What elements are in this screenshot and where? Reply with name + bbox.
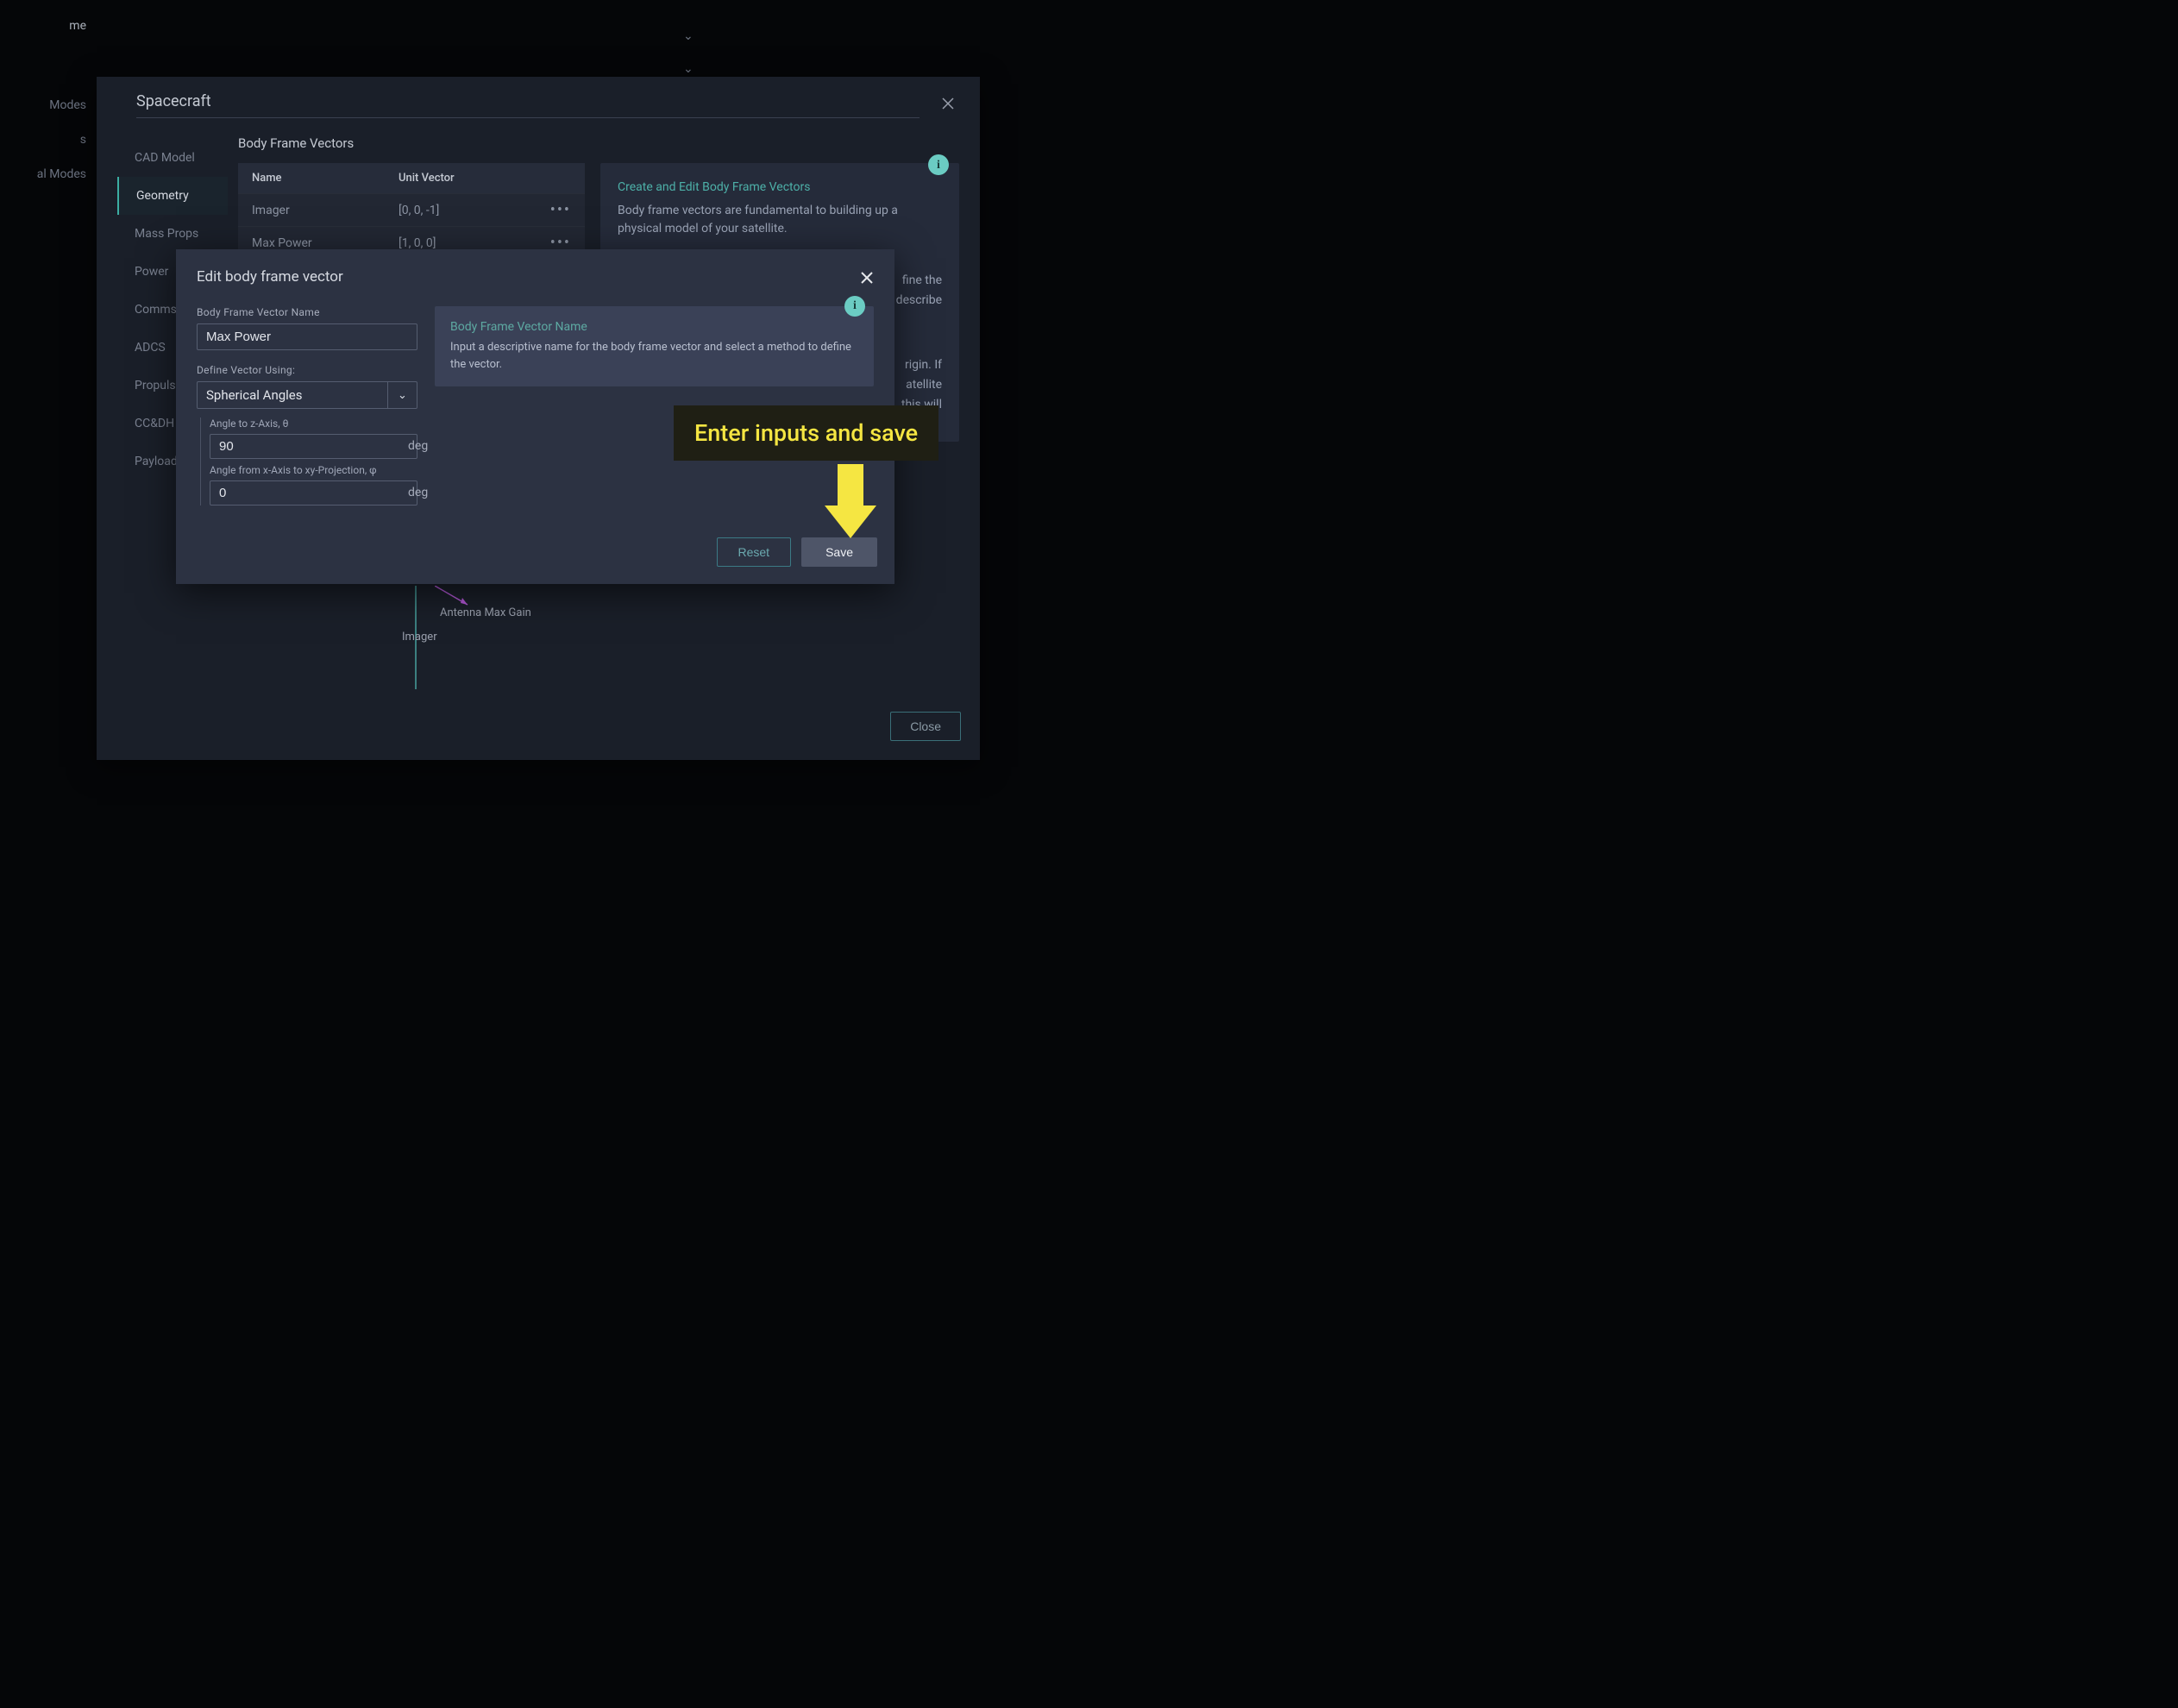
chevron-down-icon: ⌄ <box>387 382 417 408</box>
annotation-callout: Enter inputs and save <box>674 405 938 461</box>
define-select[interactable]: Spherical Angles ⌄ <box>197 381 417 409</box>
bg-nav-item[interactable]: Modes <box>0 88 95 122</box>
chevron-down-icon[interactable]: ⌄ <box>683 29 694 43</box>
name-input[interactable] <box>197 323 417 350</box>
phi-label: Angle from x-Axis to xy-Projection, φ <box>210 464 417 476</box>
close-icon[interactable] <box>937 95 959 116</box>
modal-header: Spacecraft <box>97 77 980 127</box>
col-vector: Unit Vector <box>399 172 571 185</box>
modal-title: Spacecraft <box>136 92 920 118</box>
sidebar-item-geometry[interactable]: Geometry <box>117 177 228 215</box>
theta-input[interactable] <box>210 435 399 458</box>
bg-nav-item[interactable]: al Modes <box>0 157 95 192</box>
bg-nav-item[interactable]: me <box>0 0 95 43</box>
sidebar-item-mass[interactable]: Mass Props <box>117 215 228 253</box>
reset-button[interactable]: Reset <box>717 537 792 567</box>
close-button[interactable]: Close <box>890 712 961 741</box>
antenna-label: Antenna Max Gain <box>440 606 531 619</box>
info-icon[interactable]: i <box>844 296 865 317</box>
define-label: Define Vector Using: <box>197 364 417 376</box>
cell-vector: [1, 0, 0] <box>399 236 550 250</box>
unit-label: deg <box>399 481 436 505</box>
info-icon[interactable]: i <box>928 154 949 175</box>
name-label: Body Frame Vector Name <box>197 306 417 318</box>
row-menu-icon[interactable]: ••• <box>550 201 571 219</box>
chevron-down-icon[interactable]: ⌄ <box>683 62 694 76</box>
select-value: Spherical Angles <box>198 382 387 408</box>
table-row[interactable]: Imager [0, 0, -1] ••• <box>238 193 585 226</box>
cell-vector: [0, 0, -1] <box>399 204 550 217</box>
phi-input[interactable] <box>210 481 399 505</box>
bg-nav-item[interactable]: s <box>0 122 95 157</box>
col-name: Name <box>252 172 399 185</box>
dialog-title: Edit body frame vector <box>197 268 343 286</box>
theta-label: Angle to z-Axis, θ <box>210 418 417 430</box>
close-icon[interactable] <box>860 268 874 289</box>
sidebar-item-cad[interactable]: CAD Model <box>117 139 228 177</box>
save-button[interactable]: Save <box>801 537 877 567</box>
cell-name: Imager <box>252 204 399 217</box>
unit-label: deg <box>399 435 436 458</box>
edit-form: Body Frame Vector Name Define Vector Usi… <box>197 306 417 505</box>
info-text: Body frame vectors are fundamental to bu… <box>618 202 942 238</box>
imager-label: Imager <box>402 631 437 644</box>
edit-info-title: Body Frame Vector Name <box>450 320 858 334</box>
background-nav: me Modes s al Modes <box>0 0 95 192</box>
edit-info-text: Input a descriptive name for the body fr… <box>450 339 858 373</box>
arrow-down-icon <box>825 464 876 542</box>
cell-name: Max Power <box>252 236 399 250</box>
section-title: Body Frame Vectors <box>238 135 959 151</box>
info-title: Create and Edit Body Frame Vectors <box>618 179 942 197</box>
